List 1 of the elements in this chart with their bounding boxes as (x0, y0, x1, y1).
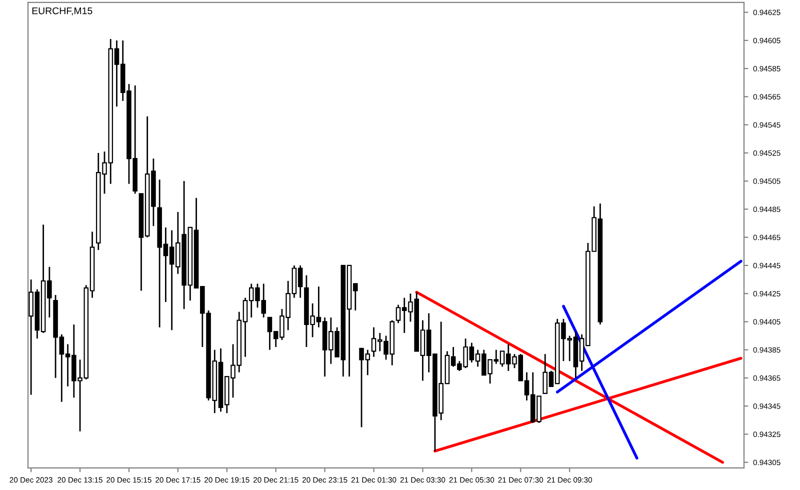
chart-title: EURCHF,M15 (32, 7, 92, 16)
